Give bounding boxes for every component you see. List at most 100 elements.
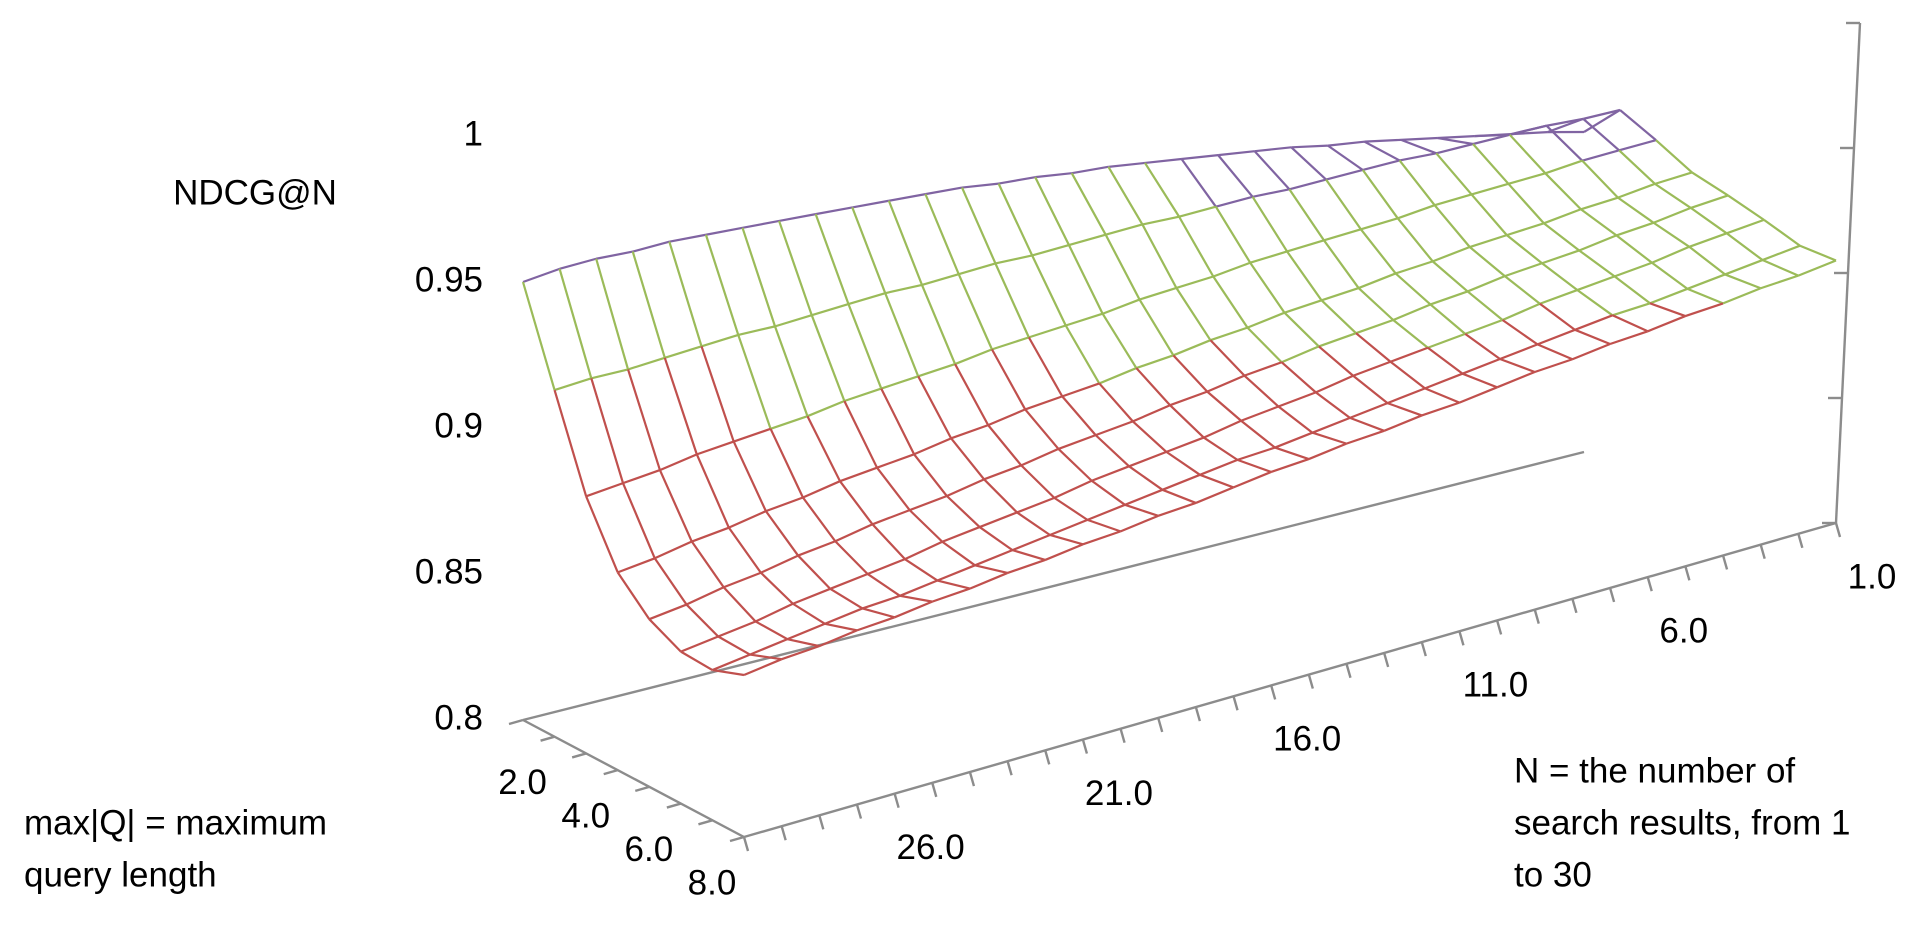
y-tick-label: 0.8 xyxy=(434,698,483,737)
surface-segment xyxy=(1500,344,1538,359)
surface-segment xyxy=(922,274,959,285)
surface-segment xyxy=(1166,438,1203,452)
surface-segment xyxy=(596,252,633,259)
surface-segment xyxy=(1021,449,1058,465)
surface-segment xyxy=(1503,304,1540,320)
surface-segment xyxy=(1350,418,1384,431)
floor-edge xyxy=(523,452,1584,720)
surface-segment xyxy=(1652,247,1689,263)
surface-segment xyxy=(1468,276,1505,291)
surface-segment xyxy=(1544,223,1579,250)
surface-segment xyxy=(1356,333,1390,362)
surface-segment xyxy=(1029,337,1062,396)
surface-segment xyxy=(900,596,932,602)
surface-segment xyxy=(937,565,975,580)
surface-segment xyxy=(1099,368,1136,383)
surface-segment xyxy=(1136,355,1173,368)
x-tick xyxy=(1836,523,1840,537)
surface-segment xyxy=(681,637,718,652)
surface-segment xyxy=(1542,263,1577,290)
surface-segment xyxy=(1656,140,1692,172)
surface-segment xyxy=(1173,355,1207,391)
surface-segment xyxy=(932,589,970,602)
surface-segment xyxy=(1723,288,1761,303)
surface-segment xyxy=(812,315,845,401)
surface-segment xyxy=(1361,229,1396,273)
surface-segment xyxy=(1353,362,1390,376)
surface-segment xyxy=(1425,374,1463,389)
surface-segment xyxy=(1179,217,1213,277)
surface-segment xyxy=(1142,224,1176,288)
surface-segment xyxy=(1393,320,1428,348)
surface-segment xyxy=(984,479,1017,512)
surface-segment xyxy=(1393,304,1430,320)
surface-segment xyxy=(1291,147,1326,179)
x-tick xyxy=(1271,685,1275,699)
surface-segment xyxy=(1319,333,1356,346)
surface-segment xyxy=(1401,140,1436,153)
surface-segment xyxy=(995,255,1032,263)
surface-segment xyxy=(992,337,1029,349)
surface-segment xyxy=(1108,167,1142,225)
surface-segment xyxy=(1581,198,1618,210)
surface-segment xyxy=(697,454,729,527)
surface-segment xyxy=(756,621,788,639)
surface-segment xyxy=(702,335,739,346)
surface-segment xyxy=(922,285,955,364)
surface-segment xyxy=(649,605,686,620)
x-tick xyxy=(1459,631,1463,645)
surface-segment xyxy=(1247,328,1281,363)
depth-tick xyxy=(572,753,586,757)
surface-segment xyxy=(1398,205,1435,218)
surface-segment xyxy=(1542,250,1579,263)
surface-segment xyxy=(980,527,1013,550)
y-tick-label: 0.95 xyxy=(415,260,483,299)
surface-segment xyxy=(881,376,918,388)
surface-segment xyxy=(1145,163,1179,217)
surface-segment xyxy=(1136,368,1170,405)
surface-segment xyxy=(1616,235,1652,262)
surface-segment xyxy=(1092,481,1125,505)
surface-segment xyxy=(1615,263,1652,277)
x-tick xyxy=(1158,718,1162,732)
surface-segment xyxy=(1099,383,1133,421)
surface-segment xyxy=(1012,535,1050,550)
surface-segment xyxy=(1316,392,1350,418)
surface-segment xyxy=(669,242,701,347)
surface-segment xyxy=(1058,449,1091,481)
surface-segment xyxy=(1364,142,1399,161)
surface-segment xyxy=(1510,135,1546,173)
surface-segment xyxy=(1465,334,1500,359)
surface-segment xyxy=(1687,274,1725,288)
surface-segment xyxy=(743,228,775,327)
surface-segment xyxy=(1066,314,1103,326)
surface-segment xyxy=(905,542,942,559)
surface-segment xyxy=(1025,396,1062,409)
surface-segment xyxy=(1618,198,1654,223)
x-tick xyxy=(1648,577,1652,591)
surface-segment xyxy=(665,358,697,455)
depth-tick-label: 6.0 xyxy=(625,830,674,869)
surface-segment xyxy=(1507,223,1544,235)
x-tick-label: 26.0 xyxy=(897,828,965,867)
surface-segment xyxy=(1537,330,1575,345)
surface-segment xyxy=(1400,153,1437,160)
depth-tick xyxy=(730,837,744,841)
surface-segment xyxy=(1762,260,1798,276)
surface-segment xyxy=(1062,396,1095,435)
surface-segment xyxy=(885,285,922,293)
surface-segment xyxy=(925,194,958,274)
surface-segment xyxy=(555,390,587,496)
surface-segment xyxy=(1275,448,1309,460)
x-tick-label: 11.0 xyxy=(1463,666,1529,705)
surface-segment xyxy=(1282,362,1316,392)
surface-segment xyxy=(1035,177,1069,245)
surface-segment xyxy=(1017,512,1050,535)
surface-segment xyxy=(1247,313,1284,328)
surface-segment xyxy=(1182,159,1216,207)
surface-segment xyxy=(681,652,713,670)
surface-segment xyxy=(900,581,938,596)
x-tick xyxy=(1610,588,1614,602)
surface-segment xyxy=(1244,362,1281,375)
surface-segment xyxy=(1692,172,1728,195)
